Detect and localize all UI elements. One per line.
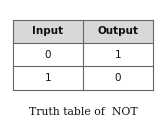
Text: 0: 0 — [115, 73, 121, 83]
Text: Input: Input — [32, 26, 63, 36]
Bar — [13, 43, 153, 66]
Text: 1: 1 — [45, 73, 51, 83]
Text: Truth table of  NOT: Truth table of NOT — [29, 107, 137, 117]
Text: 0: 0 — [45, 50, 51, 60]
Bar — [13, 20, 153, 43]
Bar — [13, 66, 153, 90]
Text: 1: 1 — [115, 50, 121, 60]
Text: Output: Output — [97, 26, 138, 36]
